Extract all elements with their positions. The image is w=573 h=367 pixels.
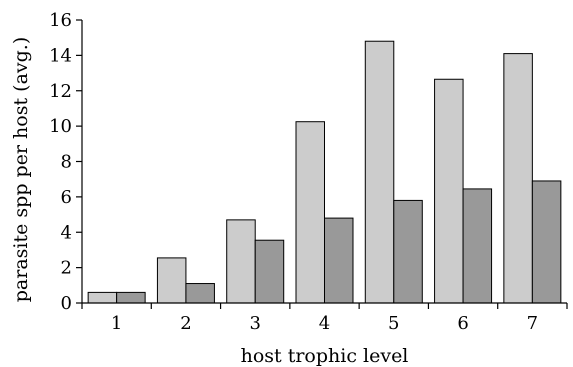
y-tick-label: 2 <box>61 258 72 279</box>
x-tick-label: 2 <box>180 313 191 334</box>
bars-group <box>87 40 562 304</box>
bar-series1-level-5 <box>364 40 395 304</box>
x-tick-label: 5 <box>388 313 399 334</box>
x-tick-label: 3 <box>249 313 260 334</box>
bar-series1-level-2 <box>156 257 187 304</box>
x-tick-label: 1 <box>111 313 122 334</box>
y-axis-title: parasite spp per host (avg.) <box>10 37 32 302</box>
y-axis-ticks: 0 2 4 6 8 10 12 14 16 <box>49 10 82 314</box>
bar-series2-level-7 <box>531 180 562 304</box>
y-tick-label: 10 <box>49 116 72 137</box>
y-tick-label: 8 <box>61 152 72 173</box>
bar-series2-level-4 <box>324 217 354 304</box>
y-tick-label: 14 <box>49 45 72 66</box>
bar-series2-level-5 <box>393 199 423 304</box>
y-tick-label: 4 <box>61 222 72 243</box>
bar-series2-level-1 <box>116 291 146 304</box>
bar-series2-level-6 <box>462 188 493 304</box>
bar-series1-level-6 <box>434 78 464 304</box>
y-tick-label: 16 <box>49 10 72 31</box>
x-tick-label: 7 <box>527 313 538 334</box>
bar-series2-level-2 <box>185 283 215 304</box>
bar-series2-level-3 <box>254 239 285 304</box>
bar-series1-level-4 <box>295 121 325 304</box>
bar-series1-level-1 <box>87 291 118 304</box>
x-tick-label: 6 <box>457 313 468 334</box>
x-axis-title: host trophic level <box>241 345 409 367</box>
bar-series1-level-3 <box>226 219 256 304</box>
y-tick-label: 6 <box>61 187 72 208</box>
x-axis-ticks: 1 2 3 4 5 6 7 <box>81 303 568 334</box>
bar-series1-level-7 <box>503 53 533 304</box>
y-tick-label: 0 <box>61 293 72 314</box>
y-tick-label: 12 <box>49 81 72 102</box>
x-tick-label: 4 <box>319 313 330 334</box>
